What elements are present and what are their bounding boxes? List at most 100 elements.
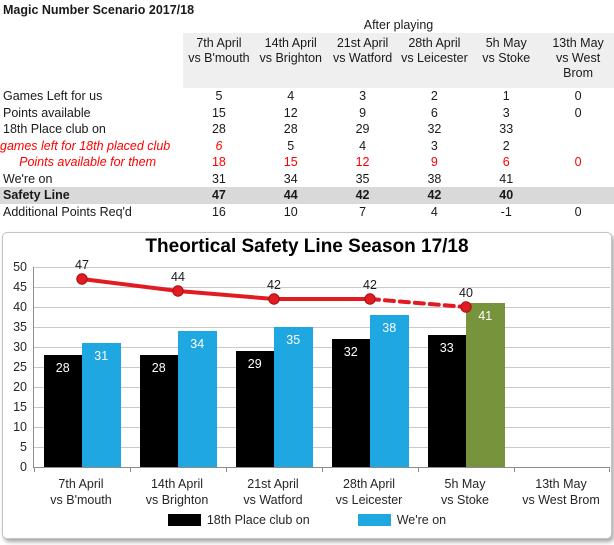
bar-18th-place-club[interactable]: 29 xyxy=(235,351,274,467)
table-cell[interactable]: 44 xyxy=(283,188,298,202)
table-cell[interactable]: 0 xyxy=(574,155,582,169)
x-axis-category-label: 7th April vs B'mouth xyxy=(50,477,112,507)
chart-legend: 18th Place club on We're on xyxy=(3,513,611,527)
row-label[interactable]: 18th Place club on xyxy=(3,122,106,136)
table-cell[interactable]: 9 xyxy=(359,105,367,120)
y-axis-tick-label: 30 xyxy=(13,340,27,354)
table-cell[interactable]: 5 xyxy=(287,138,295,153)
table-cell[interactable]: 2 xyxy=(430,89,438,103)
bar-were-on[interactable]: 35 xyxy=(274,327,313,467)
table-row: games left for 18th placed club 6 5 4 3 2 xyxy=(0,138,614,155)
table-cell[interactable]: 0 xyxy=(574,204,582,219)
legend-item[interactable]: 18th Place club on xyxy=(167,513,310,527)
table-cell[interactable]: 41 xyxy=(499,171,514,186)
column-header[interactable]: 28th April vs Leicester xyxy=(401,36,468,65)
table-cell[interactable]: 40 xyxy=(499,188,514,202)
line-marker[interactable] xyxy=(364,293,376,305)
table-cell[interactable] xyxy=(542,138,614,155)
table-cell[interactable]: 33 xyxy=(499,122,514,136)
table-cell[interactable]: 0 xyxy=(574,105,582,120)
table-cell[interactable]: 3 xyxy=(359,89,367,103)
table-cell[interactable]: 7 xyxy=(359,204,367,219)
table-cell[interactable]: 6 xyxy=(215,138,223,153)
y-axis-labels: 0 5 10 15 20 25 30 35 40 45 50 xyxy=(3,233,29,538)
legend-label: We're on xyxy=(396,513,447,527)
column-header[interactable]: 21st April vs Watford xyxy=(332,36,393,65)
row-label[interactable]: games left for 18th placed club xyxy=(0,138,171,153)
line-marker[interactable] xyxy=(268,293,280,305)
y-axis-tick-label: 10 xyxy=(13,420,27,434)
column-header[interactable]: 5h May vs Stoke xyxy=(482,36,531,65)
bar-were-on[interactable]: 38 xyxy=(370,315,409,467)
table-cell[interactable] xyxy=(542,171,614,188)
table-cell[interactable]: 34 xyxy=(283,171,298,186)
table-cell[interactable]: 16 xyxy=(211,204,226,219)
bar-18th-place-club[interactable]: 32 xyxy=(331,339,370,467)
y-axis-tick-label: 45 xyxy=(13,280,27,294)
table-cell[interactable]: 31 xyxy=(211,171,226,186)
table-cell[interactable]: 9 xyxy=(430,155,438,169)
table-cell[interactable]: 1 xyxy=(502,89,510,103)
table-cell[interactable]: 18 xyxy=(211,155,226,169)
line-value-label: 42 xyxy=(363,278,377,292)
table-cell[interactable]: 10 xyxy=(283,204,298,219)
table-cell[interactable]: 4 xyxy=(359,138,367,153)
row-label[interactable]: Points available xyxy=(3,105,91,120)
x-axis-tick xyxy=(226,467,227,472)
table-cell[interactable]: 3 xyxy=(430,138,438,153)
table-cell[interactable]: 0 xyxy=(574,89,582,103)
table-cell[interactable]: 28 xyxy=(283,122,298,136)
safety-line-dashed-segment xyxy=(368,297,468,309)
row-label[interactable]: Additional Points Req'd xyxy=(3,204,132,219)
bar-18th-place-club[interactable]: 33 xyxy=(427,335,466,467)
table-cell[interactable]: 32 xyxy=(427,122,442,136)
bar-were-on[interactable]: 34 xyxy=(178,331,217,467)
table-row: We're on 31 34 35 38 41 xyxy=(0,171,614,188)
table-cell[interactable]: 42 xyxy=(355,188,370,202)
table-cell[interactable]: 35 xyxy=(355,171,370,186)
table-cell[interactable]: 28 xyxy=(211,122,226,136)
bar-were-on[interactable]: 41 xyxy=(466,303,505,467)
table-cell[interactable]: 12 xyxy=(283,105,298,120)
line-marker[interactable] xyxy=(76,273,88,285)
table-cell[interactable]: 4 xyxy=(287,89,295,103)
y-axis-tick-label: 35 xyxy=(13,320,27,334)
table-cell[interactable]: 4 xyxy=(430,204,438,219)
column-header[interactable]: 14th April vs Brighton xyxy=(259,36,322,65)
table-cell[interactable]: 6 xyxy=(430,105,438,120)
column-header[interactable]: 13th May vs West Brom xyxy=(552,36,604,80)
table-cell[interactable] xyxy=(542,121,614,138)
gridline xyxy=(34,307,610,308)
row-label[interactable]: Safety Line xyxy=(3,188,70,202)
column-header[interactable]: 7th April vs B'mouth xyxy=(188,36,250,65)
bar-were-on[interactable]: 31 xyxy=(82,343,121,467)
table-cell[interactable]: 5 xyxy=(215,89,223,103)
bar-value-label: 31 xyxy=(94,349,109,363)
row-label[interactable]: Games Left for us xyxy=(3,89,103,103)
table-cell[interactable]: 15 xyxy=(283,155,298,169)
legend-item[interactable]: We're on xyxy=(357,513,447,527)
table-cell[interactable]: 3 xyxy=(502,105,510,120)
bar-18th-place-club[interactable]: 28 xyxy=(43,355,82,467)
table-cell[interactable]: 29 xyxy=(355,122,370,136)
table-cell[interactable]: 38 xyxy=(427,171,442,186)
row-label[interactable]: Points available for them xyxy=(19,155,156,169)
plot-area: 28 31 28 34 29 35 32 38 33 41 47 44 42 42 40 xyxy=(33,258,610,472)
table-cell[interactable]: 2 xyxy=(502,138,510,153)
table-cell[interactable]: 12 xyxy=(355,155,370,169)
bar-value-label: 34 xyxy=(190,337,205,351)
y-axis-tick-label: 0 xyxy=(20,460,27,474)
bar-18th-place-club[interactable]: 28 xyxy=(139,355,178,467)
table-cell[interactable]: -1 xyxy=(500,204,512,219)
safety-line-chart[interactable]: Theortical Safety Line Season 17/18 0 5 10… xyxy=(2,232,612,539)
table-cell[interactable]: 15 xyxy=(211,105,226,120)
gridline xyxy=(34,407,610,408)
table-cell[interactable]: 6 xyxy=(502,155,510,169)
table-cell[interactable] xyxy=(542,187,614,204)
x-axis-category-label: 14th April vs Brighton xyxy=(145,477,209,507)
table-row: 18th Place club on 28 28 29 32 33 xyxy=(0,121,614,138)
row-label[interactable]: We're on xyxy=(3,171,53,186)
x-axis-tick xyxy=(34,467,35,472)
table-cell[interactable]: 42 xyxy=(427,188,442,202)
table-cell[interactable]: 47 xyxy=(211,188,226,202)
